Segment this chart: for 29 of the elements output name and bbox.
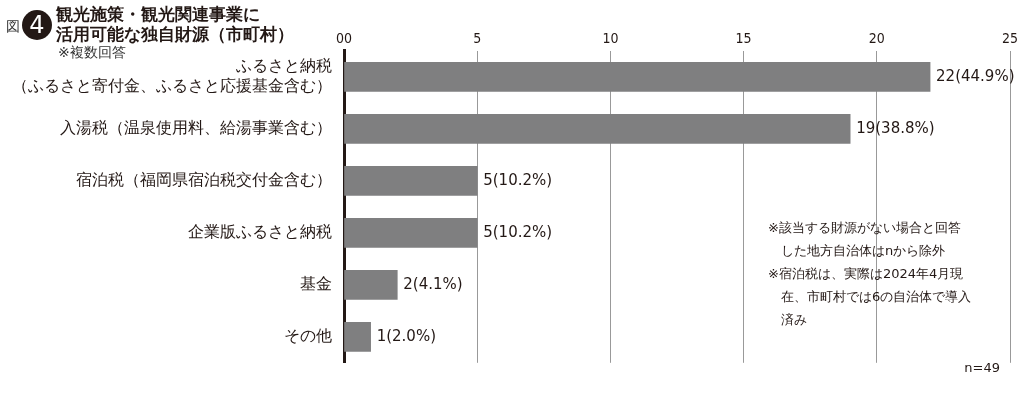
- data-label: 19(38.8%): [856, 118, 935, 137]
- bar: [344, 321, 371, 352]
- annotation: ※該当する財源がない場合と回答した地方自治体はnから除外: [768, 219, 962, 260]
- data-label: 5(10.2%): [483, 222, 553, 241]
- bar: [344, 113, 851, 144]
- bar: [344, 217, 478, 248]
- y-tick-label: 企業版ふるさと納税: [188, 221, 332, 241]
- x-tick-label: 20: [868, 30, 885, 47]
- y-tick-label: 入湯税（温泉使用料、給湯事業含む）: [60, 117, 332, 137]
- x-tick-label: 25: [1001, 30, 1019, 47]
- annotation: ※宿泊税は、実際は2024年4月現在、市町村では6の自治体で導入済み: [768, 265, 973, 329]
- data-label: 1(2.0%): [376, 326, 436, 345]
- x-tick-label: 10: [602, 30, 619, 47]
- y-tick-label: 宿泊税（福岡県宿泊税交付金含む）: [76, 169, 332, 189]
- bar: [344, 61, 931, 92]
- bar: [344, 269, 398, 300]
- y-tick-label: 基金: [300, 273, 332, 293]
- data-label: 2(4.1%): [403, 274, 463, 293]
- bar: [344, 165, 478, 196]
- text: 図: [6, 18, 20, 36]
- data-label: 5(10.2%): [483, 170, 553, 189]
- x-tick-label: 00: [335, 30, 353, 47]
- text: 観光施策・観光関連事業に活用可能な独自財源（市町村）: [56, 4, 294, 44]
- data-label: 22(44.9%): [936, 66, 1015, 85]
- text: 4: [22, 10, 52, 40]
- y-tick-label: その他: [284, 325, 332, 345]
- x-tick-label: 5: [473, 30, 482, 47]
- annotation: n=49: [964, 360, 1000, 375]
- x-tick-label: 15: [735, 30, 752, 47]
